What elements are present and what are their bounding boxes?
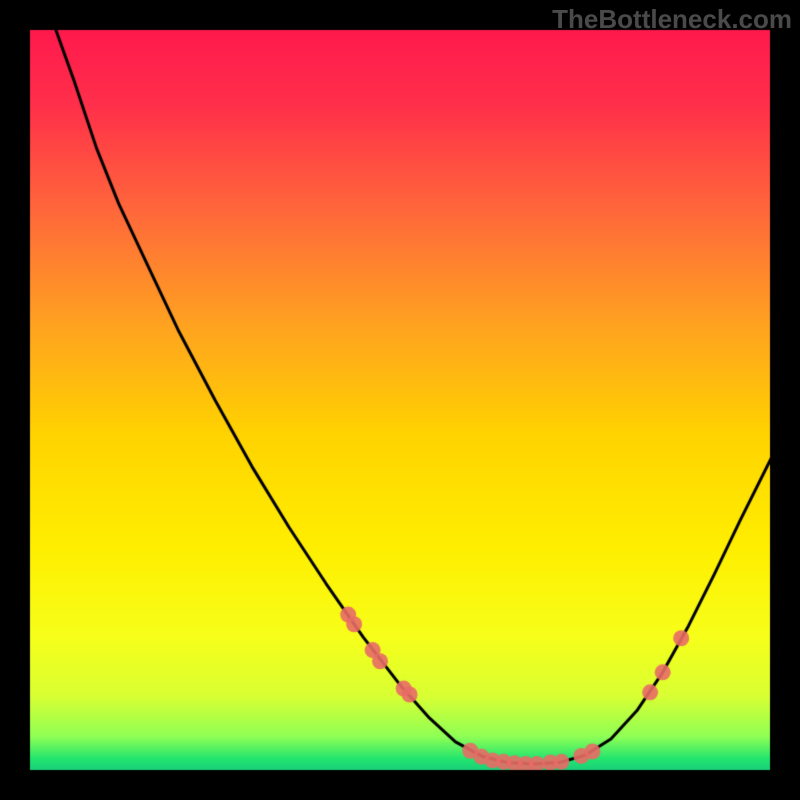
watermark-text: TheBottleneck.com — [552, 4, 792, 35]
chart-stage: TheBottleneck.com — [0, 0, 800, 800]
bottleneck-curve-chart — [0, 0, 800, 800]
